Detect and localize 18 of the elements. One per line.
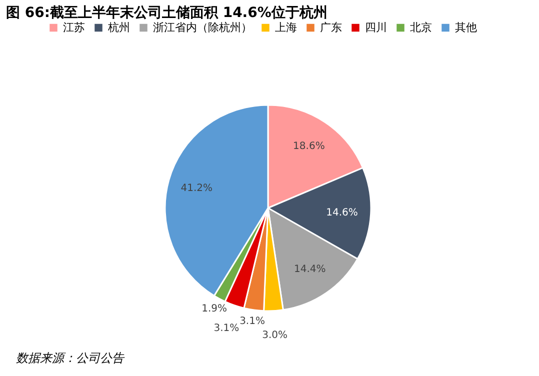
data-label: 1.9% — [202, 304, 227, 315]
data-label: 3.0% — [262, 330, 288, 341]
legend-label: 广东 — [320, 20, 342, 34]
data-label: 14.6% — [326, 207, 358, 218]
source-note: 数据来源：公司公告 — [16, 351, 125, 365]
data-label: 14.4% — [294, 264, 326, 276]
data-label: 18.6% — [293, 141, 325, 152]
legend-label: 浙江省内（除杭州） — [153, 20, 252, 34]
data-label: 41.2% — [180, 182, 213, 194]
legend-label: 北京 — [410, 20, 432, 34]
data-label: 3.1% — [240, 316, 265, 327]
data-label: 3.1% — [214, 323, 240, 334]
legend-label: 四川 — [365, 20, 387, 34]
legend-label: 其他 — [455, 20, 477, 34]
chart-title: 图 66:截至上半年末公司土储面积 14.6%位于杭州 — [6, 4, 328, 21]
legend-label: 上海 — [275, 20, 297, 34]
legend-label: 杭州 — [107, 20, 130, 34]
legend-label: 江苏 — [63, 20, 85, 34]
